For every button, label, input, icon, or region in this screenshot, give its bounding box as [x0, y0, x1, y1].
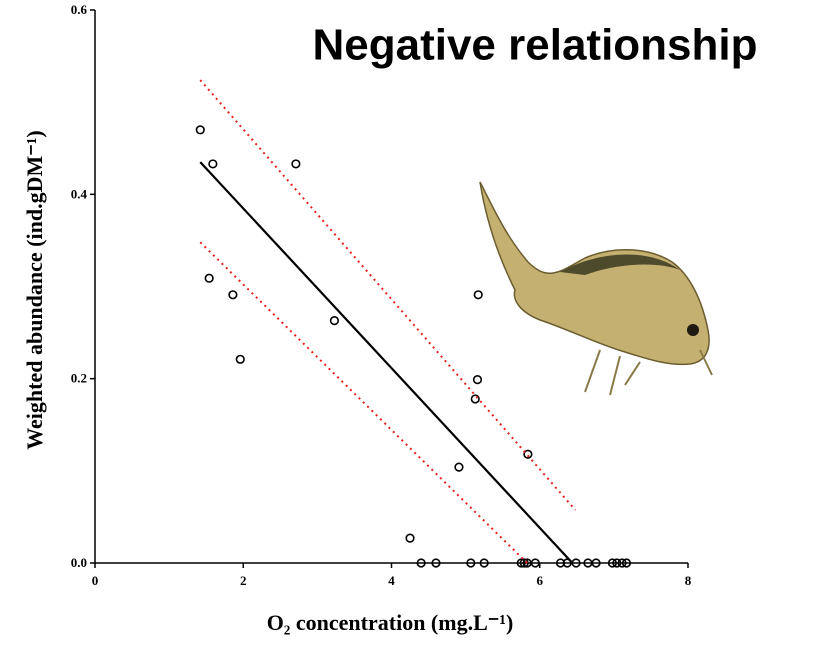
data-point: [204, 273, 214, 283]
y-axis-label: Weighted abundance (ind.gDM⁻¹): [22, 130, 47, 450]
data-point: [591, 558, 601, 568]
crustacean-image: [479, 181, 713, 396]
y-tick-label: 0.2: [71, 371, 87, 386]
data-point: [473, 290, 483, 300]
data-point: [470, 394, 480, 404]
data-point: [617, 558, 627, 568]
data-point: [329, 316, 340, 326]
x-tick-label: 2: [240, 573, 247, 588]
data-point: [405, 533, 415, 543]
y-tick-label: 0.4: [71, 186, 88, 201]
y-tick-label: 0.0: [71, 555, 87, 570]
data-point: [454, 462, 464, 472]
data-point: [519, 558, 529, 568]
x-axis-label: O₂ concentration (mg.L⁻¹): [267, 610, 514, 635]
x-tick-label: 0: [92, 573, 99, 588]
data-point: [416, 558, 426, 568]
data-point: [516, 558, 526, 568]
x-tick-label: 8: [685, 573, 692, 588]
data-point: [228, 290, 238, 300]
chart-title: Negative relationship: [312, 21, 757, 70]
data-point: [479, 558, 489, 568]
x-tick-label: 6: [537, 573, 544, 588]
data-point: [530, 558, 540, 568]
data-point: [466, 558, 476, 568]
data-point: [235, 354, 245, 364]
data-point: [555, 558, 566, 568]
data-point: [607, 558, 617, 568]
data-point: [523, 449, 533, 459]
data-point: [195, 125, 205, 135]
data-point: [431, 558, 441, 568]
data-point: [291, 159, 301, 169]
regression-line: [199, 161, 574, 564]
data-point: [612, 558, 622, 568]
data-point: [208, 159, 218, 169]
confidence-line: [199, 79, 577, 511]
data-point: [621, 558, 632, 568]
confidence-line: [199, 241, 528, 564]
x-tick-label: 4: [388, 573, 395, 588]
data-point: [472, 374, 483, 385]
y-tick-label: 0.6: [71, 2, 88, 17]
